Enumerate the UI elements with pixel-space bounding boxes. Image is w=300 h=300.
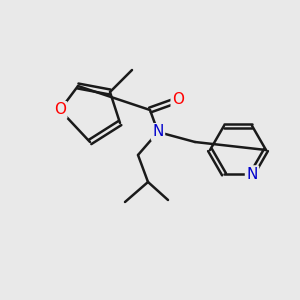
- Text: N: N: [246, 167, 258, 182]
- Text: N: N: [152, 124, 164, 140]
- Text: O: O: [172, 92, 184, 107]
- Text: O: O: [54, 103, 66, 118]
